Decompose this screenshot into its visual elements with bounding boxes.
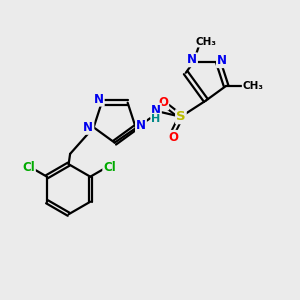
Text: CH₃: CH₃ [195,37,216,46]
Text: CH₃: CH₃ [243,81,264,91]
Text: N: N [187,53,197,66]
Text: N: N [217,54,227,67]
Text: O: O [158,96,168,110]
Text: N: N [94,93,104,106]
Text: N: N [151,104,161,117]
Text: H: H [151,114,160,124]
Text: N: N [83,121,93,134]
Text: Cl: Cl [22,160,35,174]
Text: Cl: Cl [103,160,116,174]
Text: O: O [169,131,178,144]
Text: N: N [136,119,146,132]
Text: S: S [176,110,186,123]
